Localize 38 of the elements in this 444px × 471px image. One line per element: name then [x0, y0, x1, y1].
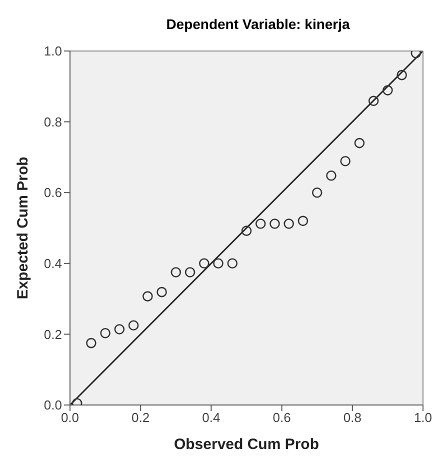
x-tick-label: 1.0 [414, 410, 432, 426]
point [227, 258, 238, 269]
point [368, 96, 379, 106]
point [340, 156, 350, 166]
point [255, 218, 266, 229]
point [241, 226, 252, 236]
x-tick-label: 0.6 [272, 410, 291, 426]
point [142, 291, 153, 302]
y-tick-label: 0.8 [44, 114, 62, 130]
point [100, 328, 110, 338]
y-tick-label: 0.0 [44, 398, 62, 413]
point [284, 218, 294, 229]
x-tick-label: 0.8 [343, 410, 362, 426]
point [326, 170, 336, 181]
chart-title: Dependent Variable: kinerja [165, 16, 351, 32]
point [156, 286, 167, 298]
point [354, 138, 365, 148]
point [198, 258, 210, 269]
y-axis-title: Expected Cum Prob [14, 156, 32, 300]
point [184, 267, 196, 278]
x-axis-title: Observed Cum Prob [174, 436, 320, 453]
point [270, 218, 280, 229]
point [382, 85, 393, 96]
point [312, 187, 322, 198]
x-tick-label: 0.2 [132, 410, 150, 426]
x-tick-label: 0.4 [202, 410, 220, 426]
point [213, 258, 224, 269]
point [298, 216, 308, 226]
point [114, 324, 125, 334]
point [128, 320, 139, 330]
x-tick-label: 0.0 [60, 410, 80, 426]
y-tick-label: 0.2 [44, 326, 62, 342]
point [396, 70, 407, 80]
y-tick-label: 0.4 [44, 256, 62, 272]
point [86, 338, 96, 348]
y-tick-label: 1.0 [44, 44, 62, 59]
point [170, 267, 182, 278]
y-tick-label: 0.6 [44, 185, 62, 200]
